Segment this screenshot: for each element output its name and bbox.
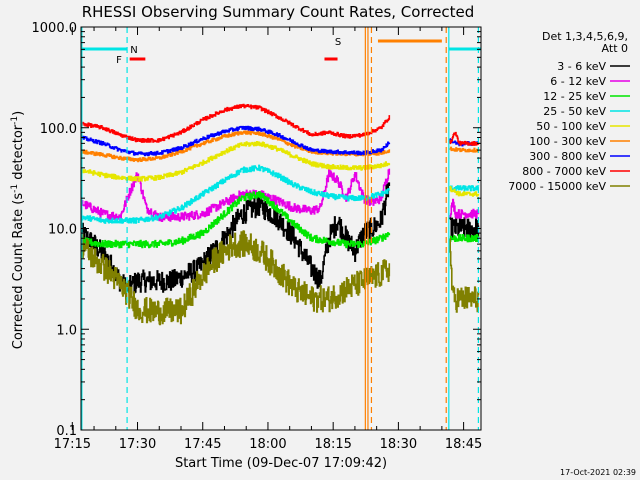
x-tick-label-6: 18:45: [445, 437, 482, 452]
x-tick-label-3: 18:00: [249, 437, 286, 452]
legend-label-25-50-kev: 25 - 50 keV: [543, 105, 606, 118]
series-line-50-100-kev-1: [449, 186, 480, 197]
y-tick-label-3: 1.0: [56, 323, 77, 338]
legend-label-50-100-kev: 50 - 100 keV: [536, 120, 606, 133]
legend-label-6-12-kev: 6 - 12 keV: [550, 75, 606, 88]
chart-title: RHESSI Observing Summary Count Rates, Co…: [82, 3, 475, 21]
y-tick-label-0: 1000.0: [32, 21, 78, 36]
series-line-3-6-kev-0: [81, 182, 391, 300]
legend-label-12-25-kev: 12 - 25 keV: [543, 90, 606, 103]
series-layer: [81, 103, 480, 326]
flag-bars: NF S: [81, 37, 481, 66]
flag-label-n: N: [130, 45, 137, 56]
y-tick-label-2: 10.0: [48, 223, 77, 238]
event-markers: [81, 27, 479, 430]
x-tick-label-2: 17:45: [184, 437, 221, 452]
series-line-100-300-kev-0: [81, 130, 391, 163]
x-tick-label-4: 18:15: [314, 437, 351, 452]
series-line-50-100-kev-0: [81, 141, 391, 182]
y-axis-label: Corrected Count Rate (s-1 detector-1): [10, 111, 26, 349]
series-line-25-50-kev-0: [81, 164, 391, 224]
x-tick-label-0: 17:15: [54, 437, 91, 452]
legend-header-1: Att 0: [602, 42, 628, 55]
y-axis-label-exp2: -1: [10, 116, 20, 125]
legend-label-300-800-kev: 300 - 800 keV: [529, 150, 606, 163]
series-line-800-7000-kev-1: [449, 131, 480, 146]
series-line-100-300-kev-1: [449, 146, 480, 153]
y-axis-label-exp1: -1: [10, 184, 20, 193]
y-axis-label-main: Corrected Count Rate (s: [11, 193, 26, 350]
y-axis-label-end: ): [11, 111, 26, 116]
y-tick-label-1: 100.0: [40, 122, 77, 137]
legend-label-100-300-kev: 100 - 300 keV: [529, 135, 606, 148]
legend-header-0: Det 1,3,4,5,6,9,: [542, 30, 628, 43]
legend-label-3-6-kev: 3 - 6 keV: [557, 60, 606, 73]
series-line-6-12-kev-1: [449, 198, 480, 219]
legend-label-800-7000-kev: 800 - 7000 keV: [522, 165, 606, 178]
legend-label-7000-15000-kev: 7000 - 15000 keV: [508, 180, 606, 193]
generation-timestamp: 17-Oct-2021 02:39: [560, 468, 636, 477]
series-line-7000-15000-kev-0: [81, 230, 391, 326]
x-tick-label-5: 18:30: [380, 437, 417, 452]
y-axis-label-mid: detector: [11, 124, 26, 184]
series-line-25-50-kev-1: [449, 185, 480, 192]
series-line-300-800-kev-0: [81, 125, 391, 157]
series-line-12-25-kev-0: [81, 191, 391, 249]
legend: Det 1,3,4,5,6,9,Att 0 3 - 6 keV 6 - 12 keV…: [508, 30, 630, 193]
series-line-12-25-kev-1: [449, 234, 480, 243]
x-tick-label-1: 17:30: [119, 437, 156, 452]
series-line-7000-15000-kev-1: [449, 238, 480, 313]
x-axis-label: Start Time (09-Dec-07 17:09:42): [175, 456, 387, 471]
flag-label-s: S: [335, 37, 341, 48]
series-line-800-7000-kev-0: [81, 103, 391, 143]
flag-label-f: F: [116, 55, 122, 66]
series-line-6-12-kev-0: [81, 168, 391, 222]
